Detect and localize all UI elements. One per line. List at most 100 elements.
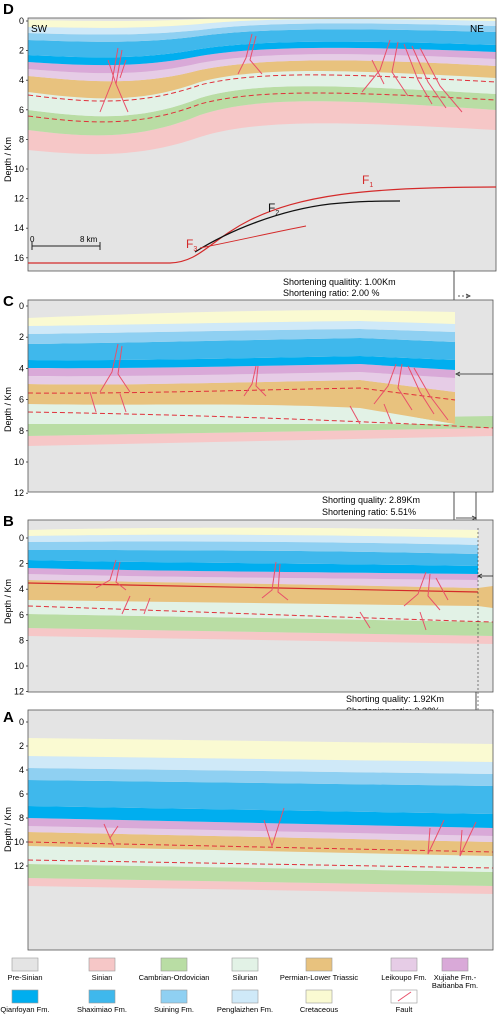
legend-item: Cambrian-Ordovician xyxy=(139,957,210,982)
legend-item: Pre-Sinian xyxy=(7,957,43,982)
legend-item: Sinian xyxy=(88,957,116,982)
legend-label: Penglaizhen Fm. xyxy=(217,1005,273,1014)
legend-label: Cambrian-Ordovician xyxy=(139,973,210,982)
legend-label: Suining Fm. xyxy=(154,1005,194,1014)
legend-item: Suining Fm. xyxy=(154,989,194,1014)
legend-swatch xyxy=(160,957,188,972)
panel-label-b: B xyxy=(3,513,14,530)
legend-swatch xyxy=(231,989,259,1004)
legend-label: Leikoupo Fm. xyxy=(381,973,426,982)
depth-axis-b: 0 2 4 6 8 10 12 xyxy=(14,533,28,697)
legend-label: Qianfoyan Fm. xyxy=(0,1005,49,1014)
depth-tick-label: 10 xyxy=(14,837,24,847)
panel-label-a: A xyxy=(3,709,14,726)
depth-tick-label: 4 xyxy=(19,765,24,775)
legend-label: Cretaceous xyxy=(300,1005,339,1014)
legend-label: Shaximiao Fm. xyxy=(77,1005,127,1014)
legend-swatch xyxy=(305,989,333,1004)
annotation-d-c-line2: Shortening ratio: 2.00 % xyxy=(283,288,380,298)
legend-swatch xyxy=(441,957,469,972)
legend-item: Fault xyxy=(390,989,418,1014)
legend-swatch xyxy=(231,957,259,972)
legend-label-line2: Baitianba Fm. xyxy=(432,981,478,990)
annotation-b-a-line1: Shorting quality: 1.92Km xyxy=(346,694,444,704)
legend-label: Silurian xyxy=(232,973,257,982)
depth-tick-label: 8 xyxy=(19,426,24,436)
legend-item: Penglaizhen Fm. xyxy=(217,989,273,1014)
depth-tick-label: 8 xyxy=(19,635,24,645)
fault-label-f1: F1 xyxy=(362,173,373,189)
depth-axis-c: 0 2 4 6 8 10 12 xyxy=(14,301,28,498)
depth-tick-label: 8 xyxy=(19,813,24,823)
fault-label-f3: F3 xyxy=(186,237,197,253)
depth-tick-label: 10 xyxy=(14,457,24,467)
depth-axis-title-a: Depth / Km xyxy=(3,807,13,852)
fault-symbol-icon xyxy=(397,991,412,1002)
legend: Pre-Sinian Sinian Cambrian-Ordovician Silur… xyxy=(0,957,478,1014)
legend-item: Xujiahe Fm.-Baitianba Fm. xyxy=(432,957,478,990)
depth-tick-label: 8 xyxy=(19,134,24,144)
legend-swatch xyxy=(11,989,39,1004)
depth-tick-label: 4 xyxy=(19,75,24,85)
scale-bar-end: 8 km xyxy=(80,235,98,244)
annotation-d-c-line1: Shortening qualitity: 1.00Km xyxy=(283,277,396,287)
legend-swatch xyxy=(88,957,116,972)
depth-axis-title-c: Depth / Km xyxy=(3,387,13,432)
corner-label-sw: SW xyxy=(31,24,48,35)
legend-swatch xyxy=(88,989,116,1004)
legend-label: Xujiahe Fm.- xyxy=(434,973,477,982)
depth-tick-label: 2 xyxy=(19,332,24,342)
depth-axis-title-b: Depth / Km xyxy=(3,579,13,624)
legend-label: Fault xyxy=(396,1005,414,1014)
legend-swatch xyxy=(11,957,39,972)
depth-tick-label: 0 xyxy=(19,533,24,543)
legend-label: Sinian xyxy=(92,973,113,982)
panel-label-c: C xyxy=(3,293,14,310)
legend-item: Cretaceous xyxy=(300,989,339,1014)
legend-label: Permian-Lower Triassic xyxy=(280,973,359,982)
legend-item: Shaximiao Fm. xyxy=(77,989,127,1014)
depth-tick-label: 10 xyxy=(14,661,24,671)
legend-item: Leikoupo Fm. xyxy=(381,957,427,982)
depth-tick-label: 12 xyxy=(14,861,24,871)
depth-tick-label: 12 xyxy=(14,194,24,204)
depth-tick-label: 6 xyxy=(19,610,24,620)
legend-item: Silurian xyxy=(231,957,259,982)
legend-swatch xyxy=(160,989,188,1004)
annotation-c-b-line1: Shorting quality: 2.89Km xyxy=(322,495,420,505)
depth-tick-label: 12 xyxy=(14,488,24,498)
depth-tick-label: 0 xyxy=(19,717,24,727)
scale-bar-start: 0 xyxy=(30,235,35,244)
depth-tick-label: 2 xyxy=(19,559,24,569)
depth-tick-label: 2 xyxy=(19,741,24,751)
depth-tick-label: 12 xyxy=(14,687,24,697)
depth-axis-title-d: Depth / Km xyxy=(3,137,13,182)
depth-tick-label: 14 xyxy=(14,223,24,233)
legend-swatch xyxy=(390,957,418,972)
panel-d: 0 8 km F1 F2 F3 SW NE D 0 2 4 6 8 10 12 14 16 De… xyxy=(3,1,497,272)
depth-tick-label: 2 xyxy=(19,46,24,56)
legend-label: Pre-Sinian xyxy=(7,973,42,982)
depth-tick-label: 0 xyxy=(19,301,24,311)
panel-b: B 0 2 4 6 8 10 12 Depth / Km xyxy=(3,513,494,697)
depth-tick-label: 0 xyxy=(19,16,24,26)
legend-swatch xyxy=(305,957,333,972)
panel-c: C 0 2 4 6 8 10 12 Depth / Km xyxy=(3,293,494,498)
depth-tick-label: 4 xyxy=(19,584,24,594)
depth-tick-label: 10 xyxy=(14,164,24,174)
depth-axis-d: 0 2 4 6 8 10 12 14 16 xyxy=(14,16,28,263)
fault-label-f2: F2 xyxy=(268,201,279,217)
legend-item: Qianfoyan Fm. xyxy=(0,989,50,1014)
depth-tick-label: 16 xyxy=(14,253,24,263)
corner-label-ne: NE xyxy=(470,24,484,35)
depth-tick-label: 4 xyxy=(19,363,24,373)
panel-a: A 0 2 4 6 8 10 12 Depth / Km xyxy=(3,709,494,951)
depth-tick-label: 6 xyxy=(19,395,24,405)
depth-tick-label: 6 xyxy=(19,105,24,115)
depth-axis-a: 0 2 4 6 8 10 12 xyxy=(14,717,28,871)
panel-label-d: D xyxy=(3,1,14,18)
legend-item: Permian-Lower Triassic xyxy=(280,957,359,982)
annotation-c-b-line2: Shortening ratio: 5.51% xyxy=(322,507,416,517)
